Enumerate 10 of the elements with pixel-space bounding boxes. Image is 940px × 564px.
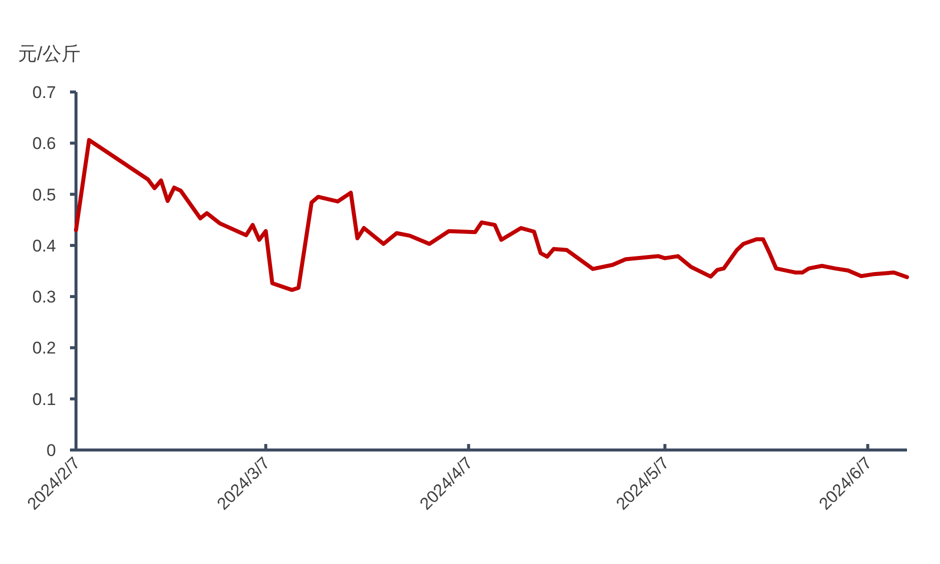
y-axis-title: 元/公斤 — [18, 44, 80, 65]
y-tick-label: 0.3 — [32, 288, 56, 307]
y-tick-label: 0 — [46, 441, 56, 460]
y-tick-label: 0.4 — [32, 236, 56, 256]
y-tick-label: 0.6 — [32, 134, 56, 154]
y-tick-label: 0.7 — [32, 83, 56, 102]
line-series — [74, 138, 909, 292]
y-tick-label: 0.1 — [32, 390, 56, 409]
y-tick-label: 0.2 — [32, 338, 56, 358]
y-tick-label: 0.5 — [32, 185, 56, 204]
